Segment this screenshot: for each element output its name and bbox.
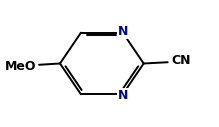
Text: CN: CN xyxy=(171,54,190,67)
Text: MeO: MeO xyxy=(5,60,37,73)
Text: N: N xyxy=(118,25,128,38)
Text: N: N xyxy=(118,89,128,102)
